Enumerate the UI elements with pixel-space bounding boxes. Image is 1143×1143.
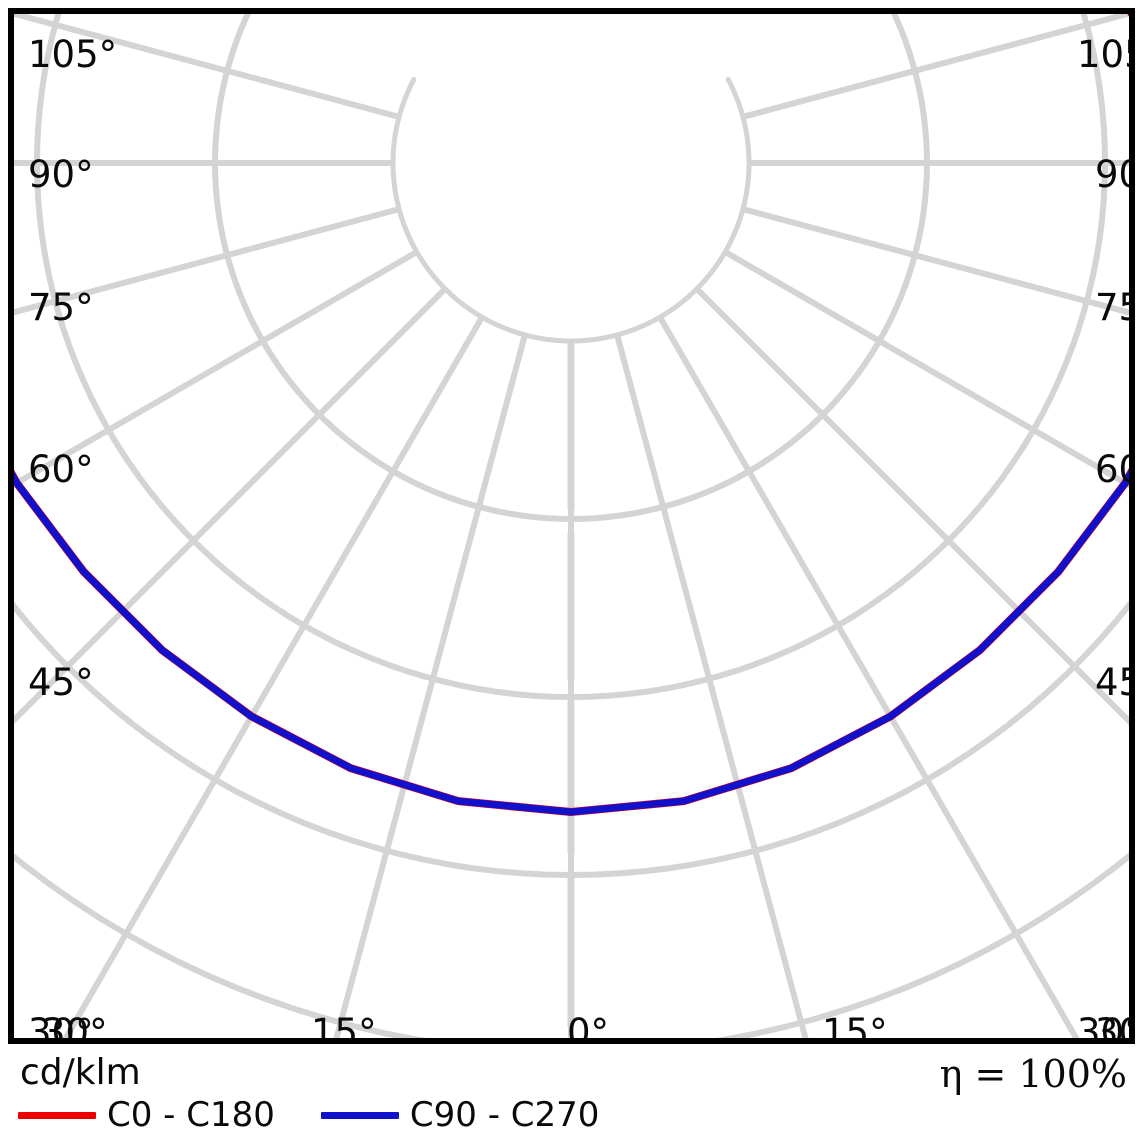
angle-tick-left-1: 90°	[28, 153, 94, 196]
legend-label-1: C90 - C270	[409, 1095, 600, 1135]
legend-entry-1[interactable]: C90 - C270	[320, 1095, 600, 1135]
grid-spoke--105	[14, 14, 400, 120]
grid-spoke-105	[742, 14, 1129, 120]
polar-grid	[14, 14, 1129, 1038]
legend-label-0: C0 - C180	[107, 1095, 275, 1135]
angle-tick-bottom-4: 30°	[1077, 1011, 1129, 1044]
angle-tick-left-3: 60°	[28, 448, 94, 491]
grid-spoke-75	[742, 206, 1129, 316]
angle-tick-right-0: 105°	[1077, 33, 1129, 76]
angle-tick-bottom-0: 30°	[42, 1011, 108, 1044]
grid-spoke--45	[14, 286, 448, 725]
plot-frame: 105°90°75°60°45°30° 105°90°75°60°45°30° …	[8, 8, 1135, 1044]
grid-ring-1	[390, 76, 752, 344]
polar-plot-canvas	[14, 14, 1129, 1038]
grid-spoke--15	[333, 334, 528, 1038]
angle-tick-right-1: 90°	[1095, 153, 1129, 196]
legend-area: cd/klm η = 100% C0 - C180 C90 - C270	[0, 1046, 1143, 1143]
angle-tick-right-3: 60°	[1095, 448, 1129, 491]
legend-entry-0[interactable]: C0 - C180	[18, 1098, 275, 1132]
grid-spoke--60	[14, 249, 419, 489]
angle-tick-left-5: 30°	[28, 1011, 94, 1044]
grid-spoke-60	[723, 249, 1129, 489]
legend-line-swatch-1	[320, 1111, 399, 1119]
grid-spoke--75	[14, 206, 400, 316]
unit-label: cd/klm	[20, 1052, 141, 1093]
curve-c90-c270	[14, 14, 1129, 816]
polar-curves	[14, 14, 1129, 816]
angle-tick-bottom-2: 0°	[567, 1011, 610, 1044]
angle-tick-right-2: 75°	[1095, 286, 1129, 329]
angle-tick-left-0: 105°	[28, 33, 118, 76]
angle-tick-left-2: 75°	[28, 286, 94, 329]
efficiency-label: η = 100%	[939, 1052, 1127, 1096]
grid-spoke-30	[657, 315, 1080, 1038]
grid-spoke-15	[614, 334, 809, 1038]
legend-entries: C0 - C180 C90 - C270	[18, 1098, 599, 1132]
grid-spoke-45	[694, 286, 1129, 726]
angle-tick-left-4: 45°	[28, 661, 94, 704]
angle-tick-right-4: 45°	[1095, 661, 1129, 704]
angle-tick-bottom-1: 15°	[311, 1011, 377, 1044]
angle-tick-bottom-3: 15°	[822, 1011, 888, 1044]
grid-spoke--30	[62, 315, 485, 1038]
angle-tick-right-5: 30°	[1095, 1011, 1129, 1044]
legend-line-swatch-0	[18, 1111, 96, 1119]
